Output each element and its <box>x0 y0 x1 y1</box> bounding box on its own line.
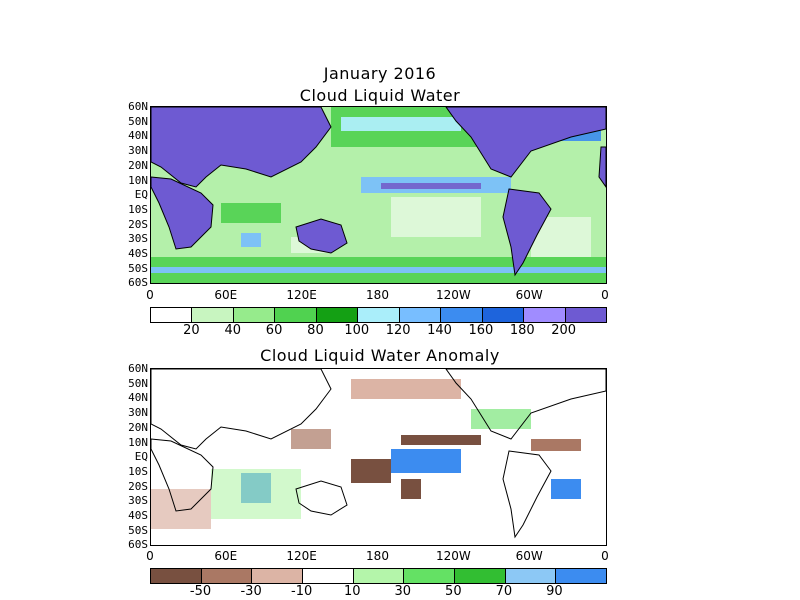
colorbar-swatch <box>303 569 354 583</box>
latitude-label: 20N <box>128 420 148 434</box>
latitude-label: 50N <box>128 376 148 390</box>
latitude-label: 10S <box>128 202 148 216</box>
colorbar-label: 180 <box>509 323 535 338</box>
colorbar-label: 160 <box>468 323 494 338</box>
latitude-label: 50S <box>128 523 148 537</box>
colorbar-swatch <box>151 569 202 583</box>
colorbar-label: 140 <box>427 323 452 338</box>
longitude-label: 60W <box>515 288 543 302</box>
colorbar-swatch <box>201 569 253 583</box>
latitude-label: 20S <box>128 217 148 231</box>
longitude-label: 0 <box>146 288 154 302</box>
colorbar-swatch <box>275 308 317 322</box>
latitude-label: 60N <box>128 362 148 375</box>
latitude-label: 40S <box>128 247 148 260</box>
latitude-label: 20N <box>128 158 148 172</box>
longitude-label: 120W <box>435 288 471 302</box>
colorbar-swatch <box>358 308 400 322</box>
map-subtitle: Cloud Liquid Water <box>299 86 461 105</box>
colorbar-swatch <box>565 308 606 322</box>
colorbar-swatch <box>353 569 405 583</box>
colorbar-bottom <box>150 568 607 584</box>
longitude-label: 60E <box>214 288 238 302</box>
longitude-label: 0 <box>146 549 154 563</box>
latitude-label: 20S <box>128 479 148 493</box>
latitude-label: 40N <box>128 391 148 405</box>
latitude-label: EQ <box>134 188 148 202</box>
longitude-label: 120E <box>286 288 317 302</box>
cloud-liquid-water-map-graphic <box>151 107 606 283</box>
colorbar-label: 60 <box>265 323 283 338</box>
latitude-label: 10N <box>128 435 148 449</box>
latitude-label: 30S <box>128 232 148 246</box>
colorbar-swatch <box>441 308 483 322</box>
colorbar-label: -30 <box>240 584 262 599</box>
colorbar-label: 40 <box>224 323 241 338</box>
cloud-liquid-water-anomaly-map <box>150 368 607 546</box>
colorbar-label: 120 <box>385 323 411 338</box>
colorbar-label: 20 <box>183 323 200 338</box>
longitude-label: 120E <box>286 549 317 563</box>
colorbar-swatch <box>252 569 304 583</box>
latitude-label: 30N <box>128 406 148 420</box>
longitude-label: 120W <box>435 549 471 563</box>
colorbar-swatch <box>399 308 442 322</box>
latitude-label: EQ <box>134 450 148 464</box>
latitude-label: 30S <box>128 494 148 508</box>
latitude-label: 50S <box>128 261 148 275</box>
longitude-label: 0 <box>601 288 609 302</box>
latitude-label: 60N <box>128 100 148 113</box>
cloud-liquid-water-anomaly-map-graphic <box>151 369 606 545</box>
latitude-label: 10N <box>128 173 148 187</box>
colorbar-label: 30 <box>394 584 412 599</box>
anomaly-map-title: Cloud Liquid Water Anomaly <box>260 346 500 365</box>
latitude-label: 40S <box>128 509 148 522</box>
colorbar-label: 90 <box>546 584 563 599</box>
colorbar-swatch <box>404 569 456 583</box>
colorbar-label: 80 <box>307 323 324 338</box>
colorbar-swatch <box>556 569 607 583</box>
colorbar-swatch <box>505 569 557 583</box>
cloud-liquid-water-map <box>150 106 607 284</box>
colorbar-label: 200 <box>551 323 577 338</box>
latitude-label: 40N <box>128 129 148 143</box>
colorbar-swatch <box>192 308 234 322</box>
latitude-label: 10S <box>128 464 148 478</box>
latitude-label: 60S <box>128 276 148 290</box>
longitude-label: 180 <box>366 288 389 302</box>
colorbar-swatch <box>524 308 566 322</box>
colorbar-label: 70 <box>495 584 513 599</box>
colorbar-label: 10 <box>343 584 361 599</box>
longitude-label: 0 <box>601 549 609 563</box>
colorbar-swatch <box>455 569 506 583</box>
colorbar-top <box>150 307 607 323</box>
colorbar-label: -10 <box>291 584 313 599</box>
colorbar-swatch <box>482 308 525 322</box>
colorbar-label: -50 <box>189 584 212 599</box>
latitude-label: 30N <box>128 144 148 158</box>
longitude-label: 180 <box>366 549 389 563</box>
colorbar-label: 50 <box>445 584 462 599</box>
longitude-label: 60W <box>515 549 543 563</box>
colorbar-swatch <box>316 308 359 322</box>
colorbar-swatch <box>233 308 276 322</box>
colorbar-label: 100 <box>344 323 370 338</box>
longitude-label: 60E <box>214 549 238 563</box>
colorbar-swatch <box>151 308 193 322</box>
latitude-label: 60S <box>128 538 148 552</box>
map-title: January 2016 <box>323 64 437 83</box>
latitude-label: 50N <box>128 114 148 128</box>
